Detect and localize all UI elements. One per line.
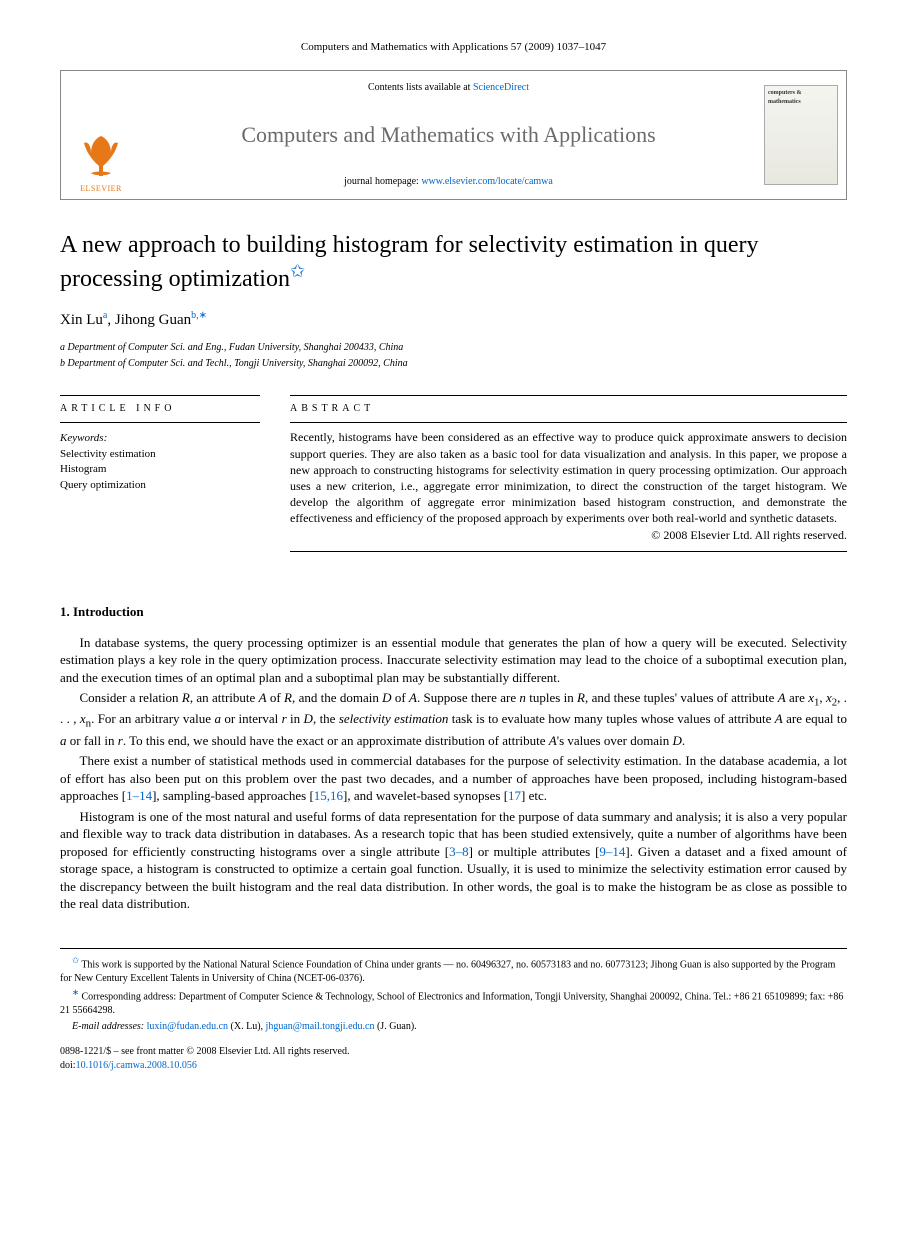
p3-end: ] etc. — [521, 788, 547, 803]
section-heading-intro: 1. Introduction — [60, 603, 847, 621]
masthead-center: Contents lists available at ScienceDirec… — [141, 71, 756, 199]
author-2-affil-marker[interactable]: b,∗ — [191, 310, 207, 321]
issn-copyright-line: 0898-1221/$ – see front matter © 2008 El… — [60, 1045, 847, 1059]
authors-line: Xin Lua, Jihong Guanb,∗ — [60, 309, 847, 331]
footnote-marker-asterisk: ∗ — [72, 988, 79, 997]
elsevier-tree-icon — [76, 131, 126, 181]
footnotes-block: ✩ This work is supported by the National… — [60, 948, 847, 1033]
email-2-who: (J. Guan). — [374, 1021, 416, 1032]
doi-label: doi: — [60, 1060, 76, 1071]
email-link-2[interactable]: jhguan@mail.tongji.edu.cn — [266, 1021, 375, 1032]
citation-link[interactable]: 15,16 — [314, 788, 343, 803]
journal-cover-thumbnail: computers & mathematics — [764, 85, 838, 185]
publisher-block: ELSEVIER — [61, 71, 141, 199]
publisher-name: ELSEVIER — [80, 183, 122, 194]
footnote-funding: ✩ This work is supported by the National… — [60, 955, 847, 985]
abstract-label: ABSTRACT — [290, 402, 847, 416]
doi-line: doi:10.1016/j.camwa.2008.10.056 — [60, 1059, 847, 1073]
email-label: E-mail addresses: — [72, 1021, 147, 1032]
title-footnote-marker[interactable]: ✩ — [290, 261, 305, 281]
footnote-corresponding-text: Corresponding address: Department of Com… — [60, 992, 843, 1017]
contents-available-line: Contents lists available at ScienceDirec… — [146, 81, 751, 95]
cover-title-text: computers & mathematics — [768, 89, 834, 106]
intro-paragraph-2: Consider a relation R, an attribute A of… — [60, 689, 847, 749]
footnote-emails: E-mail addresses: luxin@fudan.edu.cn (X.… — [60, 1020, 847, 1034]
article-info-label: ARTICLE INFO — [60, 402, 260, 416]
citation-link[interactable]: 1–14 — [126, 788, 152, 803]
intro-paragraph-3: There exist a number of statistical meth… — [60, 752, 847, 805]
homepage-prefix: journal homepage: — [344, 176, 421, 187]
email-link-1[interactable]: luxin@fudan.edu.cn — [147, 1021, 228, 1032]
keywords-list: Selectivity estimation Histogram Query o… — [60, 447, 260, 493]
author-2-name: Jihong Guan — [115, 312, 191, 328]
keyword-item: Histogram — [60, 462, 260, 477]
journal-title: Computers and Mathematics with Applicati… — [146, 120, 751, 151]
p3-mid1: ], sampling-based approaches [ — [152, 788, 314, 803]
footnote-marker-star: ✩ — [72, 956, 79, 965]
keyword-item: Query optimization — [60, 478, 260, 493]
keywords-label: Keywords: — [60, 431, 260, 446]
keyword-item: Selectivity estimation — [60, 447, 260, 462]
journal-masthead: ELSEVIER Contents lists available at Sci… — [60, 70, 847, 200]
affiliation-b: b Department of Computer Sci. and Techl.… — [60, 357, 847, 371]
abstract-column: ABSTRACT Recently, histograms have been … — [290, 389, 847, 558]
homepage-link[interactable]: www.elsevier.com/locate/camwa — [421, 176, 553, 187]
article-info-column: ARTICLE INFO Keywords: Selectivity estim… — [60, 389, 260, 558]
intro-paragraph-1: In database systems, the query processin… — [60, 634, 847, 687]
sciencedirect-link[interactable]: ScienceDirect — [473, 82, 529, 93]
citation-link[interactable]: 3–8 — [449, 844, 469, 859]
abstract-text: Recently, histograms have been considere… — [290, 429, 847, 526]
info-abstract-row: ARTICLE INFO Keywords: Selectivity estim… — [60, 389, 847, 558]
cover-thumbnail-container: computers & mathematics — [756, 71, 846, 199]
affiliation-a: a Department of Computer Sci. and Eng., … — [60, 341, 847, 355]
abstract-copyright: © 2008 Elsevier Ltd. All rights reserved… — [290, 527, 847, 544]
intro-paragraph-4: Histogram is one of the most natural and… — [60, 808, 847, 913]
p4-mid1: ] or multiple attributes [ — [469, 844, 600, 859]
footnote-funding-text: This work is supported by the National N… — [60, 959, 835, 984]
title-text: A new approach to building histogram for… — [60, 232, 759, 292]
citation-link[interactable]: 17 — [508, 788, 521, 803]
contents-prefix: Contents lists available at — [368, 82, 473, 93]
p3-mid2: ], and wavelet-based synopses [ — [343, 788, 508, 803]
doi-link[interactable]: 10.1016/j.camwa.2008.10.056 — [76, 1060, 197, 1071]
citation-link[interactable]: 9–14 — [599, 844, 625, 859]
footnote-corresponding: ∗ Corresponding address: Department of C… — [60, 987, 847, 1017]
bottom-publication-info: 0898-1221/$ – see front matter © 2008 El… — [60, 1045, 847, 1072]
homepage-line: journal homepage: www.elsevier.com/locat… — [146, 175, 751, 189]
author-1-affil-marker[interactable]: a — [103, 310, 107, 321]
header-citation: Computers and Mathematics with Applicati… — [60, 40, 847, 55]
email-1-who: (X. Lu), — [228, 1021, 266, 1032]
article-title: A new approach to building histogram for… — [60, 230, 847, 294]
author-1-name: Xin Lu — [60, 312, 103, 328]
affiliations: a Department of Computer Sci. and Eng., … — [60, 341, 847, 371]
